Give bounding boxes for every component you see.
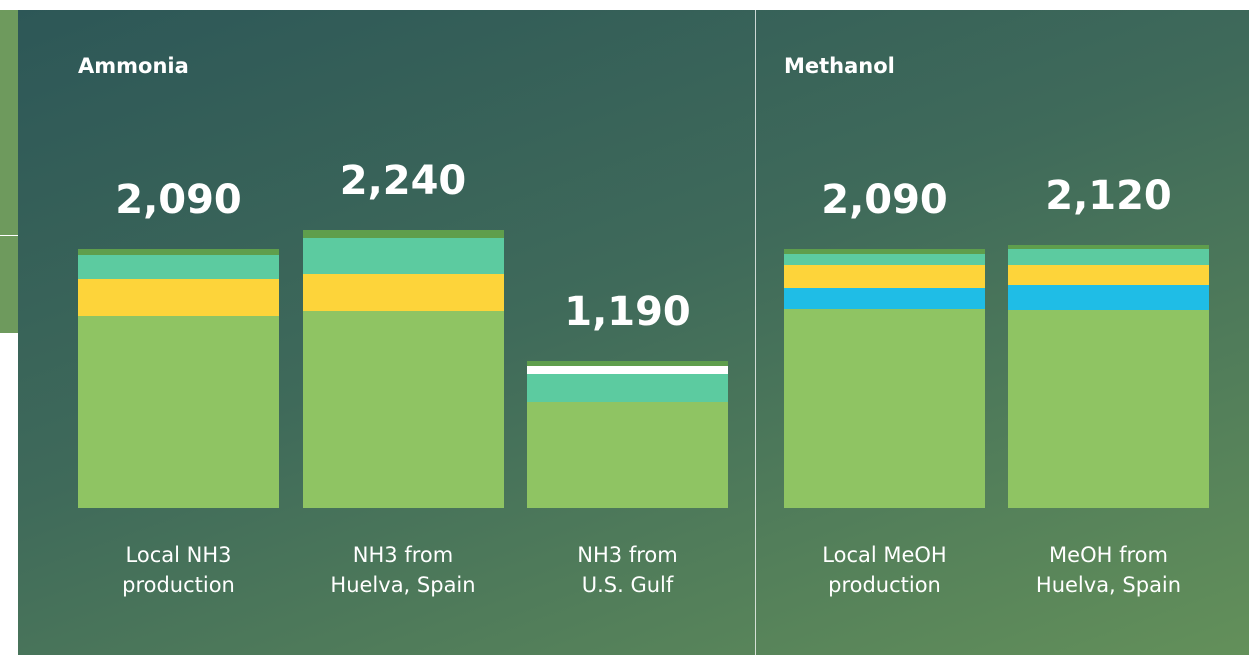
- bar-segment: [784, 249, 985, 254]
- category-label: MeOH from Huelva, Spain: [1035, 543, 1182, 597]
- total-label: 2,090: [821, 177, 948, 224]
- bar-segment: [1008, 285, 1209, 311]
- bar-segment: [784, 309, 985, 508]
- total-label: 1,190: [564, 288, 691, 335]
- bar-segment: [784, 254, 985, 266]
- bar-segment: [1008, 245, 1209, 250]
- bar-segment: [78, 316, 279, 508]
- divider: [755, 10, 756, 655]
- bar-segment: [527, 373, 728, 403]
- bar-segment: [78, 279, 279, 317]
- bar-segment: [302, 310, 504, 508]
- sidebar-panel: [0, 236, 18, 333]
- bar-segment: [527, 402, 728, 508]
- panel-title: Methanol: [784, 54, 895, 78]
- chart: Ammonia 2,090 Local NH3 production 2,240 NH3…: [18, 10, 1249, 655]
- category-label: NH3 from Huelva, Spain: [330, 543, 476, 597]
- bar-segment: [302, 237, 504, 274]
- bar-segment: [1008, 249, 1209, 266]
- bar-segment: [527, 360, 728, 366]
- bar-segment: [302, 230, 504, 238]
- category-label: Local MeOH production: [822, 543, 947, 597]
- bar-segment: [1008, 265, 1209, 286]
- bar-segment: [78, 249, 279, 255]
- bar-segment: [1008, 310, 1209, 508]
- category-label: NH3 from U.S. Gulf: [577, 543, 678, 597]
- total-label: 2,090: [115, 177, 242, 224]
- bar-segment: [784, 288, 985, 309]
- total-label: 2,120: [1045, 173, 1172, 220]
- bar-segment: [302, 273, 504, 311]
- panel-title: Ammonia: [78, 54, 189, 78]
- total-label: 2,240: [339, 158, 467, 205]
- bar-segment: [784, 265, 985, 289]
- sidebar-panel: [0, 10, 18, 235]
- bar-segment: [78, 254, 279, 280]
- bar-segment: [527, 365, 728, 374]
- category-label: Local NH3 production: [122, 543, 235, 597]
